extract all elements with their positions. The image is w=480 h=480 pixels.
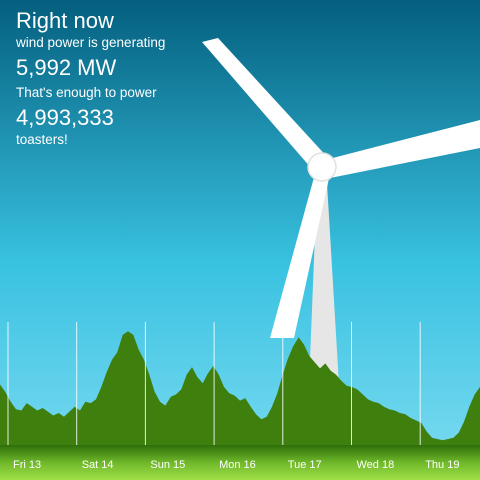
turbine-hub-shade — [307, 152, 337, 182]
day-label: Tue 17 — [287, 459, 322, 471]
wind-generation-area — [0, 331, 480, 448]
power-value: 5,992 MW — [16, 55, 117, 80]
day-label: Wed 18 — [356, 459, 395, 471]
day-label: Sat 14 — [81, 459, 114, 471]
turbine-blade-lower — [270, 170, 330, 338]
turbine-blade-right — [325, 120, 480, 178]
toaster-count: 4,993,333 — [16, 105, 114, 130]
day-label: Mon 16 — [219, 459, 256, 471]
day-label: Fri 13 — [13, 459, 42, 471]
turbine-blade-upper — [202, 38, 330, 176]
equivalence-label: That's enough to power — [16, 85, 157, 100]
ground-strip — [0, 445, 480, 480]
turbine-hub — [308, 153, 336, 181]
generating-label: wind power is generating — [16, 35, 166, 50]
wind-turbine — [202, 38, 480, 385]
day-label: Sun 15 — [150, 459, 186, 471]
stats-panel: Right now wind power is generating 5,992… — [16, 8, 165, 149]
toasters-suffix: toasters! — [16, 132, 68, 147]
headline-title: Right now — [16, 8, 114, 33]
day-label: Thu 19 — [425, 459, 460, 471]
